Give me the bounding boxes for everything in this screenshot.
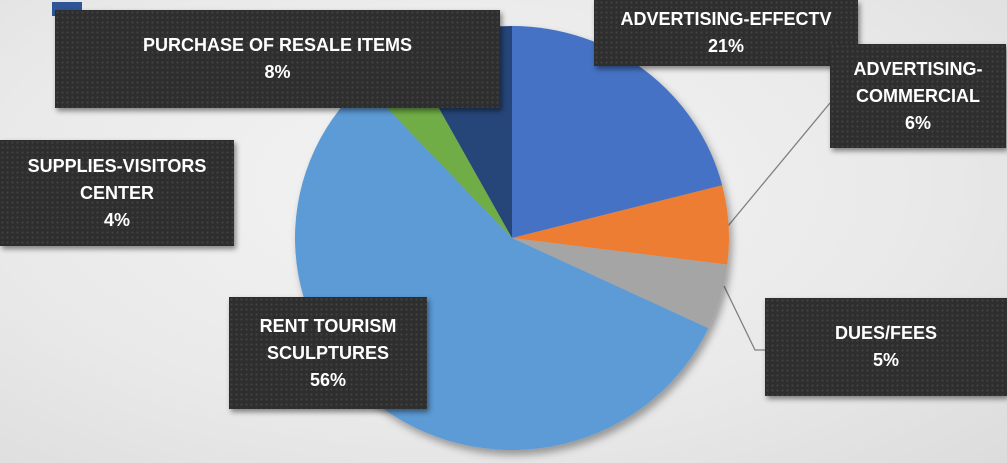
data-label-advertising-effectv: ADVERTISING-EFFECTV 21%: [594, 0, 858, 66]
data-label-category: ADVERTISING-: [853, 58, 983, 79]
data-label-category: ADVERTISING-EFFECTV: [620, 9, 832, 29]
data-label-supplies-visitors-center: SUPPLIES-VISITORS CENTER 4%: [0, 140, 234, 246]
data-label-category: SUPPLIES-VISITORS: [27, 155, 207, 176]
data-label-category: CENTER: [79, 182, 154, 203]
data-label-percent: 8%: [264, 62, 291, 82]
data-label-percent: 5%: [872, 350, 899, 370]
data-label-dues-fees: DUES/FEES 5%: [765, 298, 1007, 396]
data-label-category: DUES/FEES: [834, 323, 938, 343]
pie-slice-advertising-commercial: [512, 185, 729, 265]
data-label-percent: 4%: [103, 209, 130, 230]
leader-line: [727, 102, 831, 227]
pie-slice-dues-fees: [512, 238, 728, 329]
leader-line: [723, 285, 765, 351]
data-label-category: COMMERCIAL: [856, 85, 980, 106]
data-label-percent: 6%: [904, 112, 931, 133]
data-label-category: RENT TOURISM: [259, 315, 397, 336]
pie-slice-advertising-effectv: [512, 26, 723, 238]
data-label-advertising-commercial: ADVERTISING- COMMERCIAL 6%: [830, 44, 1006, 148]
data-label-percent: 56%: [309, 369, 347, 390]
data-label-percent: 21%: [707, 36, 745, 56]
data-label-category: PURCHASE OF RESALE ITEMS: [142, 35, 413, 55]
data-label-purchase-of-resale-items: PURCHASE OF RESALE ITEMS 8%: [55, 10, 500, 108]
data-label-rent-tourism-sculptures: RENT TOURISM SCULPTURES 56%: [229, 297, 427, 409]
data-label-category: SCULPTURES: [266, 342, 389, 363]
